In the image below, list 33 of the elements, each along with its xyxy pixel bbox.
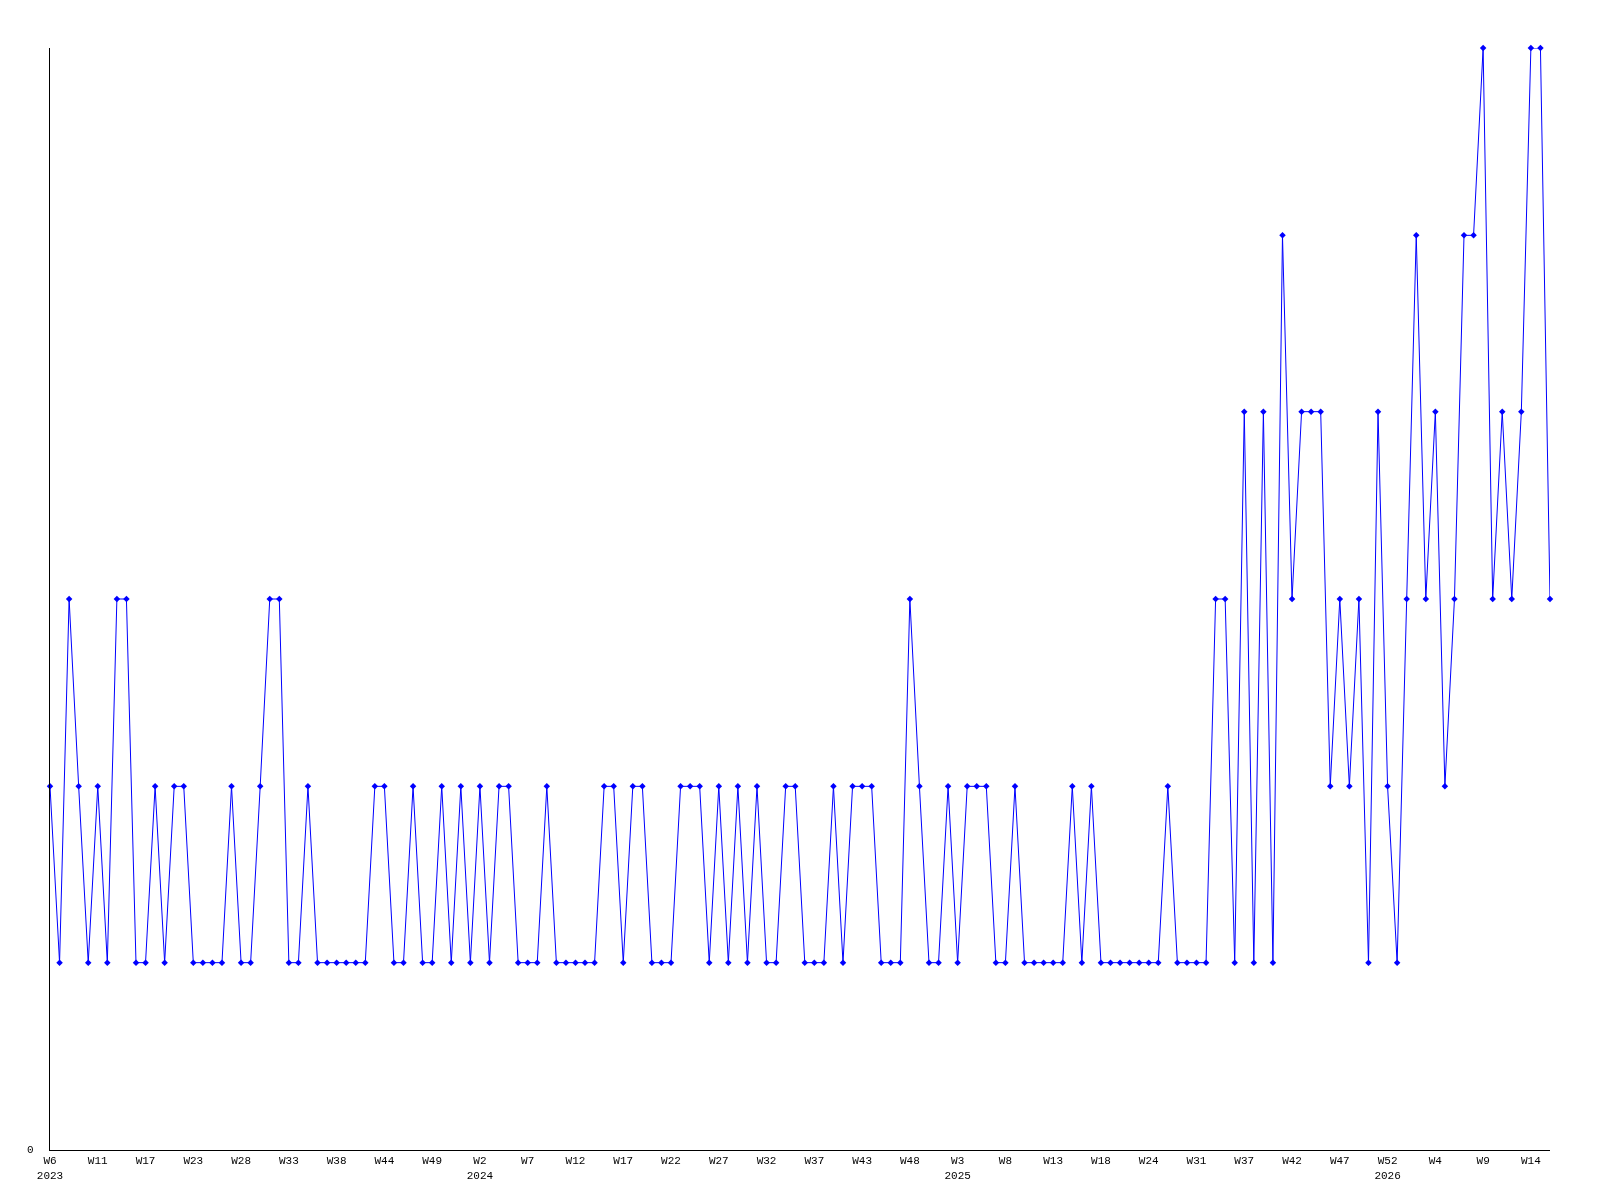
- x-tick-label: W43: [852, 1155, 873, 1168]
- x-tick-label: W37: [804, 1155, 825, 1168]
- x-tick-label: W44: [374, 1155, 395, 1168]
- x-tick-label: W18: [1091, 1155, 1111, 1168]
- x-tick-label: W17: [613, 1155, 634, 1168]
- x-tick-label: W42: [1282, 1155, 1302, 1168]
- x-tick-label: W28: [231, 1155, 251, 1168]
- x-tick-label: W38: [326, 1155, 347, 1168]
- x-tick-label: W3 2025: [944, 1155, 971, 1182]
- x-tick-label: W49: [422, 1155, 443, 1168]
- x-tick-label: W23: [183, 1155, 204, 1168]
- x-tick-label: W37: [1234, 1155, 1255, 1168]
- x-tick-label: W6 2023: [36, 1155, 64, 1182]
- x-tick-label: W12: [565, 1155, 586, 1168]
- x-tick-label: W48: [899, 1155, 920, 1168]
- x-tick-label: W4: [1428, 1155, 1443, 1168]
- x-tick-label: W24: [1138, 1155, 1160, 1168]
- x-tick-label: W52 2026: [1374, 1155, 1401, 1182]
- x-tick-label: W9: [1476, 1155, 1490, 1168]
- x-tick-label: W31: [1186, 1155, 1207, 1168]
- text: 0: [27, 1144, 34, 1156]
- x-tick-label: W22: [661, 1155, 681, 1168]
- x-tick-label: W13: [1043, 1155, 1064, 1168]
- x-tick-label: W32: [756, 1155, 777, 1168]
- x-tick-label: W11: [87, 1155, 109, 1168]
- x-tick-label: W17: [135, 1155, 156, 1168]
- x-tick-label: W33: [278, 1155, 299, 1168]
- x-tick-label: W14: [1520, 1155, 1542, 1168]
- x-tick-label: W7: [521, 1155, 535, 1168]
- x-tick-label: W8: [998, 1155, 1013, 1168]
- x-tick-label: W2 2024: [466, 1155, 494, 1182]
- x-tick-label: W47: [1329, 1155, 1350, 1168]
- x-tick-label: W27: [708, 1155, 729, 1168]
